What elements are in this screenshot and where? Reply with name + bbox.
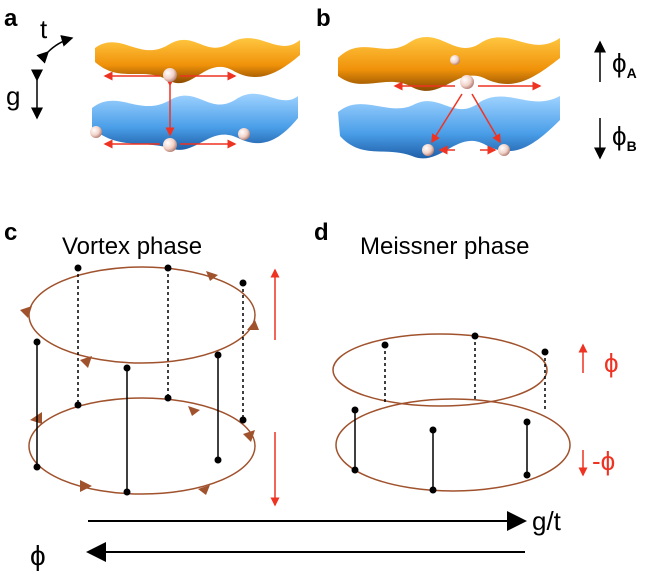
rungs — [355, 336, 545, 490]
ladder-rings — [333, 334, 570, 491]
flux-label: ϕA — [612, 48, 637, 81]
axis-label: g/t — [532, 506, 562, 536]
rungs — [37, 268, 243, 492]
panel-title: Vortex phase — [62, 233, 202, 260]
panel-title: Meissner phase — [360, 233, 529, 260]
panel-label: b — [316, 5, 331, 32]
axis-label: ϕ — [30, 540, 46, 571]
flux-symbol: ϕ — [612, 121, 627, 151]
hop-label: t — [40, 14, 48, 44]
panel-label: c — [4, 219, 17, 246]
flux-subscript: B — [627, 138, 637, 154]
current-arrows — [20, 271, 259, 495]
flux-label: -ϕ — [592, 446, 615, 476]
panel-label: d — [314, 219, 329, 246]
surface-a — [92, 38, 300, 150]
gap-label: g — [6, 81, 20, 111]
flux-label: ϕ — [604, 348, 619, 378]
flux-symbol: ϕ — [612, 48, 627, 78]
sites — [34, 265, 247, 496]
flux-label: ϕB — [612, 121, 637, 154]
flux-subscript: A — [627, 65, 637, 81]
figure: a t g b ϕA ϕB c Vortex phase d Meissner … — [0, 0, 653, 579]
sites — [352, 333, 549, 494]
hop-arrow — [48, 38, 72, 52]
panel-label: a — [4, 5, 18, 32]
surface-b — [338, 37, 560, 158]
